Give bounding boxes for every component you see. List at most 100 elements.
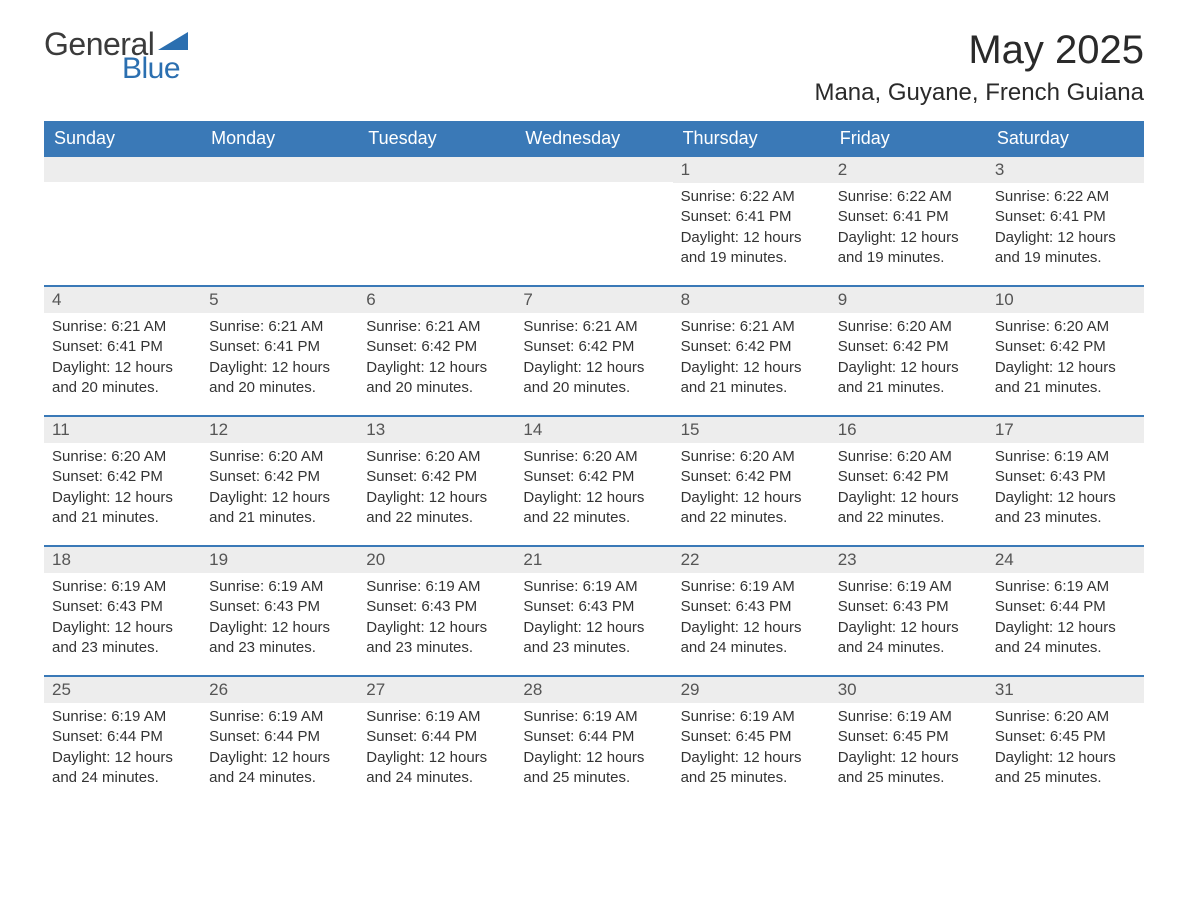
day-number: 14 <box>515 417 672 443</box>
sunrise-line: Sunrise: 6:19 AM <box>995 447 1136 467</box>
logo: General Blue <box>44 28 188 84</box>
daylight-line: Daylight: 12 hours and 23 minutes. <box>209 618 350 659</box>
day-number: 5 <box>201 287 358 313</box>
daylight-line: Daylight: 12 hours and 24 minutes. <box>995 618 1136 659</box>
day-body: Sunrise: 6:21 AMSunset: 6:41 PMDaylight:… <box>201 313 358 398</box>
logo-triangle-icon <box>158 30 188 54</box>
day-body: Sunrise: 6:22 AMSunset: 6:41 PMDaylight:… <box>987 183 1144 268</box>
daylight-line: Daylight: 12 hours and 22 minutes. <box>523 488 664 529</box>
day-number: 27 <box>358 677 515 703</box>
sunset-line: Sunset: 6:44 PM <box>366 727 507 747</box>
day-cell: 3Sunrise: 6:22 AMSunset: 6:41 PMDaylight… <box>987 157 1144 285</box>
day-number: 13 <box>358 417 515 443</box>
sunset-line: Sunset: 6:45 PM <box>995 727 1136 747</box>
day-number: 21 <box>515 547 672 573</box>
day-cell: 23Sunrise: 6:19 AMSunset: 6:43 PMDayligh… <box>830 547 987 675</box>
day-number: 20 <box>358 547 515 573</box>
day-number <box>515 157 672 182</box>
daylight-line: Daylight: 12 hours and 25 minutes. <box>523 748 664 789</box>
day-body: Sunrise: 6:19 AMSunset: 6:43 PMDaylight:… <box>987 443 1144 528</box>
sunrise-line: Sunrise: 6:20 AM <box>838 447 979 467</box>
days-of-week-row: SundayMondayTuesdayWednesdayThursdayFrid… <box>44 121 1144 157</box>
daylight-line: Daylight: 12 hours and 22 minutes. <box>366 488 507 529</box>
day-number: 25 <box>44 677 201 703</box>
day-cell: 2Sunrise: 6:22 AMSunset: 6:41 PMDaylight… <box>830 157 987 285</box>
day-body: Sunrise: 6:19 AMSunset: 6:43 PMDaylight:… <box>830 573 987 658</box>
day-number: 11 <box>44 417 201 443</box>
day-cell: 15Sunrise: 6:20 AMSunset: 6:42 PMDayligh… <box>673 417 830 545</box>
sunrise-line: Sunrise: 6:20 AM <box>995 317 1136 337</box>
day-cell-empty <box>201 157 358 285</box>
daylight-line: Daylight: 12 hours and 22 minutes. <box>838 488 979 529</box>
day-cell: 26Sunrise: 6:19 AMSunset: 6:44 PMDayligh… <box>201 677 358 805</box>
sunrise-line: Sunrise: 6:19 AM <box>209 707 350 727</box>
day-body: Sunrise: 6:19 AMSunset: 6:43 PMDaylight:… <box>515 573 672 658</box>
day-number: 4 <box>44 287 201 313</box>
day-body: Sunrise: 6:19 AMSunset: 6:43 PMDaylight:… <box>44 573 201 658</box>
sunrise-line: Sunrise: 6:19 AM <box>209 577 350 597</box>
week-row: 4Sunrise: 6:21 AMSunset: 6:41 PMDaylight… <box>44 285 1144 415</box>
day-number: 1 <box>673 157 830 183</box>
day-body: Sunrise: 6:22 AMSunset: 6:41 PMDaylight:… <box>673 183 830 268</box>
daylight-line: Daylight: 12 hours and 21 minutes. <box>52 488 193 529</box>
daylight-line: Daylight: 12 hours and 20 minutes. <box>52 358 193 399</box>
day-number: 12 <box>201 417 358 443</box>
sunset-line: Sunset: 6:44 PM <box>995 597 1136 617</box>
daylight-line: Daylight: 12 hours and 22 minutes. <box>681 488 822 529</box>
dow-cell: Friday <box>830 121 987 157</box>
week-row: 11Sunrise: 6:20 AMSunset: 6:42 PMDayligh… <box>44 415 1144 545</box>
day-number <box>358 157 515 182</box>
title-block: May 2025 Mana, Guyane, French Guiana <box>814 28 1144 107</box>
day-number: 30 <box>830 677 987 703</box>
day-number: 31 <box>987 677 1144 703</box>
day-number: 9 <box>830 287 987 313</box>
day-cell: 14Sunrise: 6:20 AMSunset: 6:42 PMDayligh… <box>515 417 672 545</box>
sunset-line: Sunset: 6:42 PM <box>366 467 507 487</box>
day-number: 8 <box>673 287 830 313</box>
day-body: Sunrise: 6:20 AMSunset: 6:42 PMDaylight:… <box>987 313 1144 398</box>
daylight-line: Daylight: 12 hours and 19 minutes. <box>995 228 1136 269</box>
day-cell: 21Sunrise: 6:19 AMSunset: 6:43 PMDayligh… <box>515 547 672 675</box>
sunrise-line: Sunrise: 6:19 AM <box>838 577 979 597</box>
day-number: 16 <box>830 417 987 443</box>
sunrise-line: Sunrise: 6:19 AM <box>995 577 1136 597</box>
day-number: 29 <box>673 677 830 703</box>
sunrise-line: Sunrise: 6:19 AM <box>838 707 979 727</box>
day-number: 7 <box>515 287 672 313</box>
day-body: Sunrise: 6:19 AMSunset: 6:45 PMDaylight:… <box>830 703 987 788</box>
day-cell: 16Sunrise: 6:20 AMSunset: 6:42 PMDayligh… <box>830 417 987 545</box>
day-number: 17 <box>987 417 1144 443</box>
sunset-line: Sunset: 6:42 PM <box>523 467 664 487</box>
daylight-line: Daylight: 12 hours and 23 minutes. <box>995 488 1136 529</box>
day-body: Sunrise: 6:21 AMSunset: 6:41 PMDaylight:… <box>44 313 201 398</box>
sunrise-line: Sunrise: 6:21 AM <box>366 317 507 337</box>
day-body: Sunrise: 6:21 AMSunset: 6:42 PMDaylight:… <box>358 313 515 398</box>
sunrise-line: Sunrise: 6:19 AM <box>523 707 664 727</box>
daylight-line: Daylight: 12 hours and 21 minutes. <box>209 488 350 529</box>
day-body: Sunrise: 6:21 AMSunset: 6:42 PMDaylight:… <box>673 313 830 398</box>
sunrise-line: Sunrise: 6:22 AM <box>995 187 1136 207</box>
sunset-line: Sunset: 6:43 PM <box>523 597 664 617</box>
day-cell: 28Sunrise: 6:19 AMSunset: 6:44 PMDayligh… <box>515 677 672 805</box>
daylight-line: Daylight: 12 hours and 20 minutes. <box>209 358 350 399</box>
month-title: May 2025 <box>814 28 1144 73</box>
sunset-line: Sunset: 6:43 PM <box>209 597 350 617</box>
day-cell: 27Sunrise: 6:19 AMSunset: 6:44 PMDayligh… <box>358 677 515 805</box>
daylight-line: Daylight: 12 hours and 24 minutes. <box>366 748 507 789</box>
daylight-line: Daylight: 12 hours and 19 minutes. <box>681 228 822 269</box>
day-cell: 29Sunrise: 6:19 AMSunset: 6:45 PMDayligh… <box>673 677 830 805</box>
daylight-line: Daylight: 12 hours and 21 minutes. <box>681 358 822 399</box>
day-body: Sunrise: 6:20 AMSunset: 6:42 PMDaylight:… <box>830 313 987 398</box>
sunrise-line: Sunrise: 6:21 AM <box>209 317 350 337</box>
daylight-line: Daylight: 12 hours and 19 minutes. <box>838 228 979 269</box>
day-body: Sunrise: 6:20 AMSunset: 6:42 PMDaylight:… <box>830 443 987 528</box>
weeks-container: 1Sunrise: 6:22 AMSunset: 6:41 PMDaylight… <box>44 157 1144 805</box>
sunrise-line: Sunrise: 6:19 AM <box>52 707 193 727</box>
daylight-line: Daylight: 12 hours and 24 minutes. <box>209 748 350 789</box>
dow-cell: Wednesday <box>515 121 672 157</box>
day-cell: 24Sunrise: 6:19 AMSunset: 6:44 PMDayligh… <box>987 547 1144 675</box>
sunset-line: Sunset: 6:41 PM <box>838 207 979 227</box>
day-body: Sunrise: 6:19 AMSunset: 6:44 PMDaylight:… <box>515 703 672 788</box>
daylight-line: Daylight: 12 hours and 21 minutes. <box>838 358 979 399</box>
sunset-line: Sunset: 6:42 PM <box>681 337 822 357</box>
